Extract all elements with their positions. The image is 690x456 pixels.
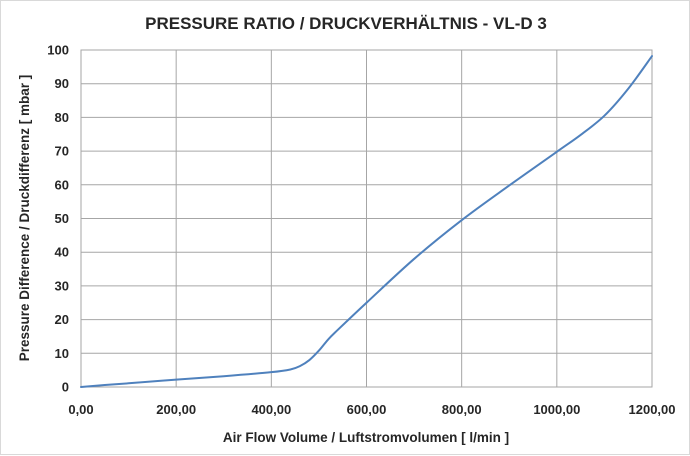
y-axis-ticks: 0 10 20 30 40 50 60 70 80 90 100 xyxy=(47,43,69,395)
series-lines xyxy=(80,55,653,388)
y-tick-label: 70 xyxy=(55,144,69,159)
x-tick-label: 800,00 xyxy=(442,402,482,417)
x-axis-ticks: 0,00 200,00 400,00 600,00 800,00 1000,00 1200,… xyxy=(68,402,675,417)
y-tick-label: 10 xyxy=(55,346,69,361)
y-tick-label: 50 xyxy=(55,211,69,226)
y-tick-label: 100 xyxy=(47,43,69,58)
y-tick-label: 30 xyxy=(55,278,69,293)
x-tick-label: 1200,00 xyxy=(629,402,676,417)
y-tick-label: 60 xyxy=(55,177,69,192)
x-tick-label: 200,00 xyxy=(156,402,196,417)
grid xyxy=(80,49,653,388)
y-axis-label: Pressure Difference / Druckdifferenz [ m… xyxy=(17,75,32,362)
x-tick-label: 600,00 xyxy=(347,402,387,417)
y-tick-label: 40 xyxy=(55,245,69,260)
x-tick-label: 1000,00 xyxy=(533,402,580,417)
series-line xyxy=(80,55,653,388)
plot-area-border xyxy=(80,49,653,388)
x-tick-label: 0,00 xyxy=(68,402,93,417)
y-tick-label: 90 xyxy=(55,76,69,91)
x-axis-label: Air Flow Volume / Luftstromvolumen [ l/m… xyxy=(223,430,509,445)
y-tick-label: 80 xyxy=(55,110,69,125)
chart-title: PRESSURE RATIO / DRUCKVERHÄLTNIS - VL-D … xyxy=(145,14,547,33)
x-tick-label: 400,00 xyxy=(251,402,291,417)
y-tick-label: 20 xyxy=(55,312,69,327)
y-tick-label: 0 xyxy=(62,380,69,395)
